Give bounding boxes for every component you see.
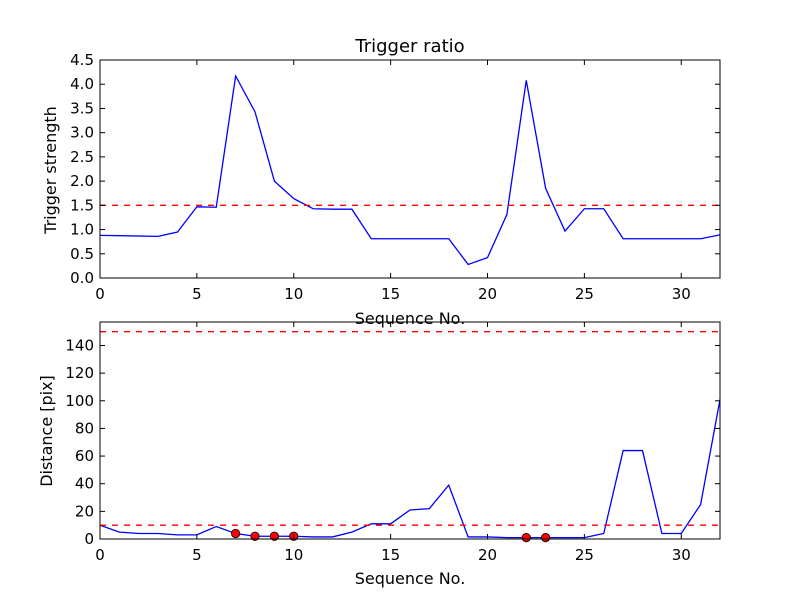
x-tick-label: 10 — [284, 285, 303, 303]
distance-chart: Sequence No. Distance [pix] 0 5 10 15 20 25 30… — [37, 321, 721, 588]
series-line-0 — [100, 73, 720, 266]
y-tick-label: 60 — [75, 447, 94, 465]
y-axis-label: Trigger strength — [41, 106, 60, 235]
y-tick-label: 2.5 — [70, 148, 94, 166]
y-tick-label: 0.0 — [70, 269, 94, 287]
x-axis-label: Sequence No. — [355, 569, 466, 588]
axes-frame — [99, 59, 721, 279]
x-tick-label: 15 — [381, 546, 400, 564]
y-tick-label: 2.0 — [70, 172, 94, 190]
y-axis-label: Distance [pix] — [37, 375, 56, 487]
chart-title: Trigger ratio — [354, 36, 464, 57]
plot-area: 0 5 10 15 20 25 30 0.0 0.5 1.0 1.5 2.0 2.5 3.0 3.5 4.0 4… — [70, 51, 721, 303]
data-point-marker — [541, 533, 551, 543]
x-tick-label: 30 — [672, 285, 691, 303]
x-tick-label: 0 — [95, 285, 105, 303]
x-tick-label: 5 — [192, 285, 202, 303]
x-tick-label: 20 — [478, 546, 497, 564]
x-axis-label: Sequence No. — [355, 309, 466, 328]
y-tick-label: 20 — [75, 502, 94, 520]
x-tick-label: 25 — [575, 285, 594, 303]
x-tick-label: 10 — [284, 546, 303, 564]
y-tick-label: 1.0 — [70, 221, 94, 239]
x-tick-label: 5 — [192, 546, 202, 564]
data-point-marker — [231, 528, 241, 539]
y-tick-label: 3.5 — [70, 99, 94, 117]
y-tick-label: 100 — [65, 392, 94, 410]
y-tick-label: 140 — [65, 336, 94, 354]
y-tick-label: 80 — [75, 419, 94, 437]
y-tick-label: 1.5 — [70, 196, 94, 214]
y-tick-label: 4.0 — [70, 75, 94, 93]
axes-frame — [99, 321, 721, 540]
data-point-marker — [250, 531, 260, 541]
y-tick-label: 40 — [75, 475, 94, 493]
y-tick-label: 120 — [65, 364, 94, 382]
x-tick-label: 15 — [381, 285, 400, 303]
series-line-0 — [100, 399, 720, 539]
y-tick-label: 0.5 — [70, 245, 94, 263]
y-tick-label: 0 — [84, 530, 94, 548]
data-point-marker — [521, 533, 531, 543]
x-tick-label: 25 — [575, 546, 594, 564]
y-tick-label: 3.0 — [70, 124, 94, 142]
plot-area: 0 5 10 15 20 25 30 0 20 40 60 80 100 120 140 — [65, 321, 721, 564]
x-tick-label: 30 — [672, 546, 691, 564]
x-tick-label: 20 — [478, 285, 497, 303]
trigger-ratio-chart: Trigger ratio Sequence No. Trigger stren… — [41, 36, 721, 328]
data-point-marker — [269, 531, 279, 541]
y-tick-label: 4.5 — [70, 51, 94, 69]
x-tick-label: 0 — [95, 546, 105, 564]
